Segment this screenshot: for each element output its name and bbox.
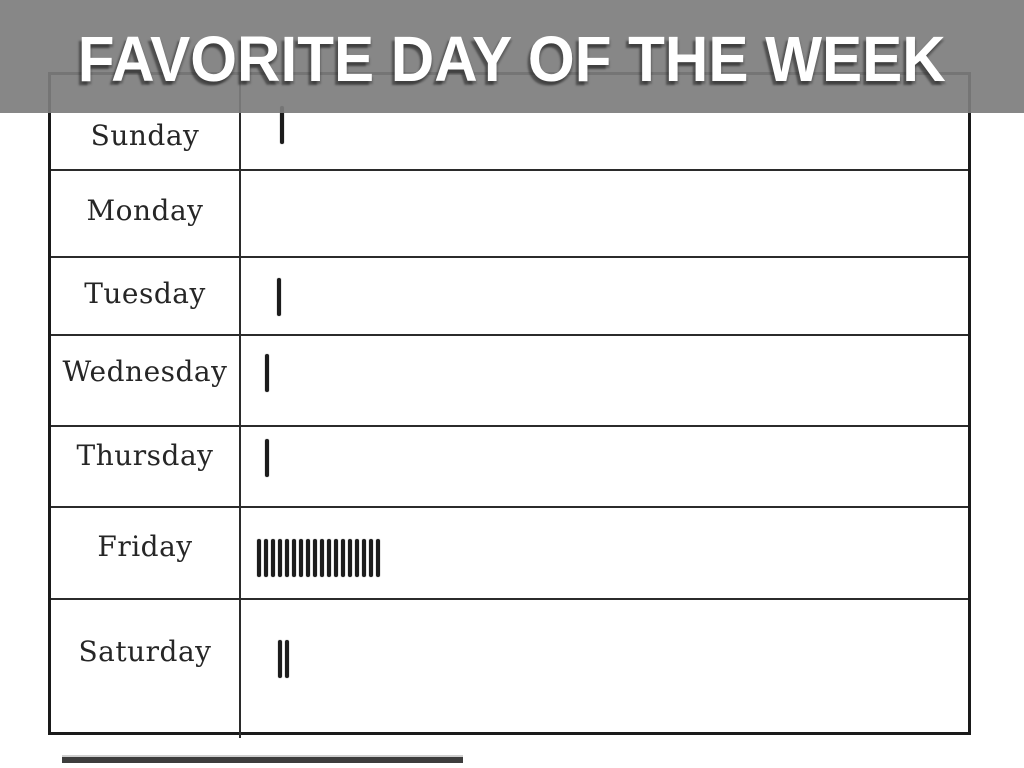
tally-stroke — [327, 539, 331, 577]
tally-stroke — [355, 539, 359, 577]
tally-stroke — [285, 539, 289, 577]
partial-next-table-edge — [62, 755, 463, 763]
day-cell: Sunday — [51, 75, 241, 169]
tally-stroke — [334, 539, 338, 577]
title-banner: FAVORITE DAY OF THE WEEK — [0, 0, 1024, 113]
day-label: Friday — [97, 529, 193, 563]
tally-stroke — [320, 539, 324, 577]
tally-stroke — [362, 539, 366, 577]
tally-marks — [257, 539, 380, 577]
day-cell: Tuesday — [51, 258, 241, 334]
day-cell: Wednesday — [51, 336, 241, 425]
tally-cell — [241, 336, 968, 425]
tally-stroke — [369, 539, 373, 577]
tally-stroke — [313, 539, 317, 577]
table-row-sunday: Sunday — [51, 75, 968, 171]
tally-cell — [241, 75, 968, 169]
day-cell: Friday — [51, 508, 241, 598]
tally-stroke — [265, 354, 269, 392]
day-label: Wednesday — [62, 355, 228, 388]
slide-title: FAVORITE DAY OF THE WEEK — [78, 22, 946, 95]
tally-stroke — [299, 539, 303, 577]
tally-marks — [280, 106, 284, 144]
tally-stroke — [341, 539, 345, 577]
table-row-thursday: Thursday — [51, 427, 968, 508]
tally-stroke — [265, 439, 269, 477]
day-label: Thursday — [76, 439, 214, 472]
day-label: Tuesday — [84, 276, 206, 310]
table-row-friday: Friday — [51, 508, 968, 600]
tally-marks — [265, 439, 269, 477]
tally-cell — [241, 508, 968, 598]
tally-stroke — [292, 539, 296, 577]
tally-stroke — [264, 539, 268, 577]
tally-stroke — [280, 106, 284, 144]
tally-cell — [241, 171, 968, 256]
tally-marks — [278, 640, 289, 678]
table-row-saturday: Saturday — [51, 600, 968, 738]
tally-marks — [277, 278, 281, 316]
table-row-tuesday: Tuesday — [51, 258, 968, 336]
day-cell: Monday — [51, 171, 241, 256]
tally-stroke — [257, 539, 261, 577]
tally-stroke — [376, 539, 380, 577]
tally-stroke — [271, 539, 275, 577]
day-label: Sunday — [90, 118, 200, 152]
tally-stroke — [277, 278, 281, 316]
tally-marks — [265, 354, 269, 392]
tally-cell — [241, 258, 968, 334]
tally-stroke — [285, 640, 289, 678]
day-cell: Thursday — [51, 427, 241, 506]
tally-chart-table: Sunday Monday Tuesday Wednesday Thursday Frid… — [48, 72, 971, 738]
day-cell: Saturday — [51, 600, 241, 738]
day-label: Saturday — [78, 634, 212, 668]
tally-stroke — [306, 539, 310, 577]
table-row-monday: Monday — [51, 171, 968, 258]
day-label: Monday — [86, 194, 204, 227]
tally-stroke — [278, 539, 282, 577]
tally-stroke — [278, 640, 282, 678]
tally-cell — [241, 427, 968, 506]
table-row-wednesday: Wednesday — [51, 336, 968, 427]
tally-cell — [241, 600, 968, 738]
tally-stroke — [348, 539, 352, 577]
